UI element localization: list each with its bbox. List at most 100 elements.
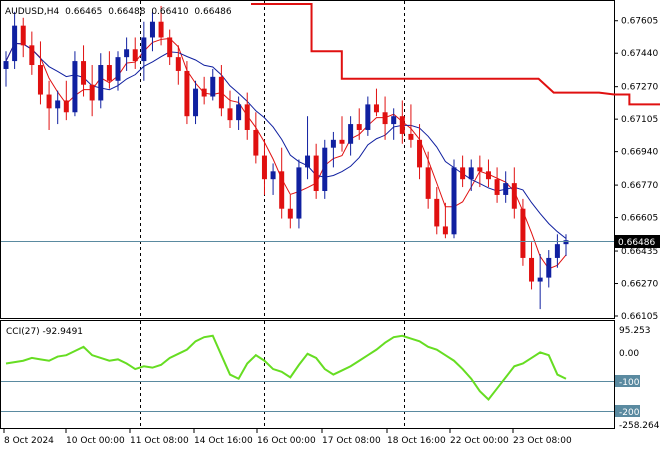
candle-body bbox=[356, 124, 362, 130]
candle-body bbox=[348, 124, 354, 144]
candle-body bbox=[46, 94, 52, 109]
price-tick-label: 0.66105 bbox=[621, 312, 658, 322]
candle-body bbox=[442, 226, 448, 235]
candle-body bbox=[287, 208, 293, 219]
candle-body bbox=[451, 167, 457, 235]
candles-layer bbox=[3, 5, 569, 310]
candle-body bbox=[468, 167, 474, 180]
current-price-label: 0.66486 bbox=[618, 238, 655, 248]
candle-body bbox=[98, 65, 104, 101]
candle-body bbox=[236, 104, 242, 121]
candle-body bbox=[63, 100, 69, 113]
candle-body bbox=[3, 61, 9, 69]
cci-level-200-badge bbox=[615, 405, 640, 417]
candle-body bbox=[563, 240, 569, 245]
price-tick-label: 0.66770 bbox=[621, 181, 658, 191]
time-tick-label: 16 Oct 00:00 bbox=[257, 436, 316, 446]
candle-body bbox=[89, 84, 95, 101]
candle-body bbox=[417, 139, 423, 168]
time-tick-label: 18 Oct 16:00 bbox=[387, 436, 446, 446]
stop-line-layer bbox=[251, 3, 660, 106]
cci-tick-max: 95.253 bbox=[619, 326, 651, 336]
candle-body bbox=[330, 139, 336, 148]
candle-body bbox=[158, 21, 164, 38]
candle-body bbox=[477, 167, 483, 172]
candle-body bbox=[261, 155, 267, 180]
time-axis: 8 Oct 2024 10 Oct 00:00 11 Oct 08:00 14 Oct… bbox=[3, 429, 572, 446]
candle-body bbox=[210, 76, 216, 97]
candle-body bbox=[382, 112, 388, 125]
candle-body bbox=[546, 257, 552, 278]
candle-body bbox=[305, 155, 311, 168]
candle-body bbox=[339, 139, 345, 144]
candle-body bbox=[460, 167, 466, 180]
cci-line bbox=[5, 334, 567, 402]
price-tick-label: 0.66270 bbox=[621, 280, 658, 290]
candle-body bbox=[124, 49, 130, 58]
price-axis: 0.67605 0.67440 0.67270 0.67105 0.66940 0.667… bbox=[614, 17, 658, 322]
candle-body bbox=[554, 244, 560, 258]
cci-title: CCI(27) -92.9491 bbox=[6, 327, 83, 337]
candle-body bbox=[20, 25, 26, 46]
price-tick-label: 0.67105 bbox=[621, 115, 658, 125]
candle-body bbox=[365, 104, 371, 130]
chart-header: AUDUSD,H4 0.66465 0.66488 0.66410 0.6648… bbox=[5, 7, 232, 17]
price-tick-label: 0.66605 bbox=[621, 214, 658, 224]
chart-low: 0.66410 bbox=[151, 7, 188, 17]
candle-body bbox=[218, 76, 224, 109]
candle-body bbox=[408, 133, 414, 140]
cci-line-layer bbox=[5, 334, 567, 402]
candle-body bbox=[279, 171, 285, 209]
candle-body bbox=[296, 167, 302, 219]
candle-body bbox=[253, 129, 259, 156]
candle-body bbox=[270, 171, 276, 180]
price-tick-label: 0.67440 bbox=[621, 49, 658, 59]
candle-body bbox=[193, 88, 199, 117]
chart-close: 0.66486 bbox=[194, 7, 231, 17]
candle-body bbox=[529, 257, 535, 282]
chart-symbol: AUDUSD,H4 bbox=[5, 7, 60, 17]
candle-body bbox=[537, 277, 543, 282]
price-tick-label: 0.66940 bbox=[621, 148, 658, 158]
time-tick-label: 17 Oct 08:00 bbox=[322, 436, 381, 446]
candle-body bbox=[37, 65, 43, 95]
candle-body bbox=[322, 147, 328, 192]
candle-body bbox=[201, 88, 207, 97]
candle-body bbox=[149, 21, 155, 38]
candle-body bbox=[425, 167, 431, 199]
time-tick-label: 23 Oct 08:00 bbox=[513, 436, 572, 446]
time-tick-label: 14 Oct 16:00 bbox=[194, 436, 253, 446]
candle-body bbox=[72, 61, 78, 113]
cci-pane-frame bbox=[0, 320, 615, 429]
candle-body bbox=[399, 116, 405, 134]
chart-open: 0.66465 bbox=[65, 7, 102, 17]
current-price-badge bbox=[615, 235, 660, 248]
cci-level-100-badge bbox=[615, 375, 640, 387]
candle-body bbox=[12, 25, 18, 62]
candle-body bbox=[227, 108, 233, 121]
candle-body bbox=[132, 49, 138, 62]
time-tick-label: 10 Oct 00:00 bbox=[66, 436, 125, 446]
candle-body bbox=[373, 104, 379, 113]
candle-body bbox=[511, 183, 517, 209]
cci-tick-min: -258.264 bbox=[619, 421, 660, 431]
time-tick-label: 22 Oct 00:00 bbox=[450, 436, 509, 446]
cci-axis: 95.253 0.00 -100 -200 -258.264 bbox=[615, 326, 660, 431]
candle-body bbox=[244, 104, 250, 130]
candle-body bbox=[494, 179, 500, 195]
candle-body bbox=[141, 37, 147, 62]
price-tick-label: 0.67270 bbox=[621, 83, 658, 93]
cci-level-lines bbox=[1, 381, 614, 412]
candle-body bbox=[503, 183, 509, 195]
candle-body bbox=[81, 61, 87, 85]
candle-body bbox=[106, 65, 112, 81]
candle-body bbox=[29, 45, 35, 66]
candle-body bbox=[313, 155, 319, 192]
time-tick-label: 11 Oct 08:00 bbox=[130, 436, 189, 446]
price-tick-label: 0.67605 bbox=[621, 17, 658, 27]
candle-body bbox=[184, 70, 190, 117]
candle-body bbox=[520, 208, 526, 258]
cci-tick-minus200: -200 bbox=[619, 408, 640, 418]
candle-body bbox=[391, 116, 397, 125]
